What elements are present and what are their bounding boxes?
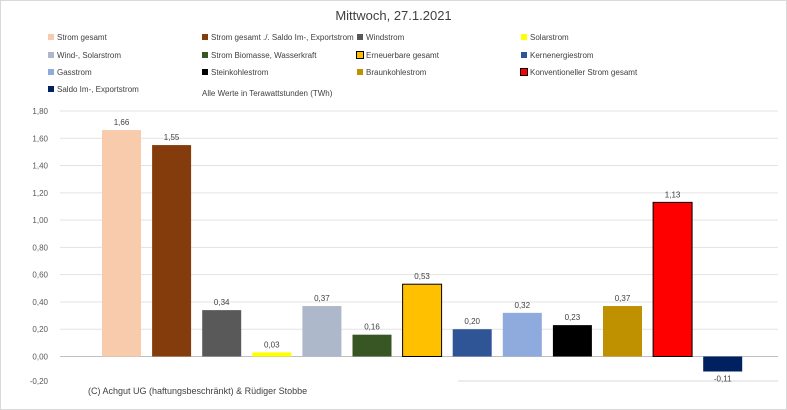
bar [302, 306, 342, 357]
data-label: 0,23 [565, 313, 581, 322]
chart-subtitle: Alle Werte in Terawattstunden (TWh) [202, 89, 333, 98]
legend-label: Braunkohlestrom [366, 68, 427, 77]
legend-label: Wind-, Solarstrom [57, 51, 122, 60]
copyright-footer: (C) Achgut UG (haftungsbeschränkt) & Rüd… [88, 386, 308, 396]
legend-swatch [357, 33, 363, 40]
data-label: 1,55 [164, 133, 180, 142]
legend-item: Braunkohlestrom [357, 68, 426, 78]
bar [603, 306, 642, 357]
legend-item: Erneuerbare gesamt [356, 50, 439, 61]
bar [352, 334, 392, 357]
y-tick-label: -0,20 [30, 377, 49, 386]
data-label: 0,32 [515, 301, 531, 310]
legend-swatch [202, 33, 208, 40]
data-label: 0,53 [414, 272, 430, 281]
y-tick-label: 1,40 [32, 162, 48, 171]
y-tick-label: 0,80 [32, 243, 48, 252]
y-tick-label: 0,60 [32, 271, 48, 280]
data-label: 0,03 [264, 340, 280, 349]
y-tick-label: 1,00 [32, 216, 48, 225]
legend-swatch [521, 33, 527, 40]
legend-item: Solarstrom [521, 33, 569, 43]
bar [102, 130, 141, 357]
legend-item: Strom gesamt [48, 33, 107, 43]
legend-swatch [521, 51, 527, 58]
y-tick-label: 0,40 [32, 298, 48, 307]
chart-title: Mittwoch, 27.1.2021 [335, 8, 452, 23]
bar [703, 356, 743, 372]
y-tick-label: 1,80 [32, 107, 48, 116]
legend-item: Wind-, Solarstrom [48, 51, 121, 61]
legend-label: Erneuerbare gesamt [366, 51, 439, 60]
legend-label: Gasstrom [57, 68, 92, 77]
legend-item: Saldo Im-, Exportstrom [48, 85, 139, 95]
y-tick-label: 0,20 [32, 325, 48, 334]
legend-swatch [48, 68, 54, 75]
legend-swatch [48, 51, 54, 58]
legend-swatch [48, 85, 54, 92]
data-label: 0,16 [364, 323, 380, 332]
legend-swatch [202, 51, 208, 58]
data-label: 0,34 [214, 298, 230, 307]
bar [252, 352, 292, 357]
legend-item: Strom Biomasse, Wasserkraft [202, 51, 317, 61]
legend-label: Konventioneller Strom gesamt [530, 68, 638, 77]
legend-label: Kernenergiestrom [530, 51, 594, 60]
legend-label: Steinkohlestrom [211, 68, 269, 77]
legend-label: Strom gesamt [57, 33, 107, 42]
bar [152, 145, 192, 357]
data-label: 0,37 [615, 294, 631, 303]
legend-swatch [357, 68, 363, 75]
legend-label: Saldo Im-, Exportstrom [57, 85, 139, 94]
bar [452, 329, 492, 357]
y-tick-label: 0,00 [32, 353, 48, 362]
bar [552, 325, 592, 357]
legend-label: Solarstrom [530, 33, 569, 42]
y-tick-label: 1,60 [32, 134, 48, 143]
legend-swatch [202, 68, 208, 75]
legend-item: Strom gesamt ./. Saldo Im-, Exportstrom [202, 33, 354, 43]
data-label: 1,66 [114, 118, 130, 127]
data-label: -0,11 [714, 375, 732, 384]
data-label: 1,13 [665, 190, 681, 199]
legend-label: Windstrom [366, 33, 405, 42]
legend-item: Steinkohlestrom [202, 68, 268, 78]
bars [102, 130, 743, 372]
legend-item: Windstrom [357, 33, 404, 43]
bar [202, 310, 242, 357]
bar [502, 312, 542, 357]
bar [652, 201, 693, 357]
y-axis-ticks: 1,80 1,60 1,40 1,20 1,00 0,80 0,60 0,40 0,20 0,00… [30, 107, 49, 386]
legend-item: Konventioneller Strom gesamt [520, 67, 638, 78]
data-label: 0,37 [314, 294, 330, 303]
legend-item: Kernenergiestrom [521, 51, 594, 61]
legend-swatch [520, 67, 528, 76]
legend-item: Gasstrom [48, 68, 92, 78]
legend-label: Strom Biomasse, Wasserkraft [211, 51, 317, 60]
legend-label: Strom gesamt ./. Saldo Im-, Exportstrom [211, 33, 354, 42]
legend-swatch [48, 33, 54, 40]
data-labels: 1,66 1,55 0,34 0,03 0,37 0,16 0,53 0,20 0,32 0,23… [114, 118, 732, 383]
y-tick-label: 1,20 [32, 189, 48, 198]
bar [402, 283, 443, 358]
data-label: 0,20 [464, 317, 480, 326]
legend-swatch [356, 50, 364, 59]
